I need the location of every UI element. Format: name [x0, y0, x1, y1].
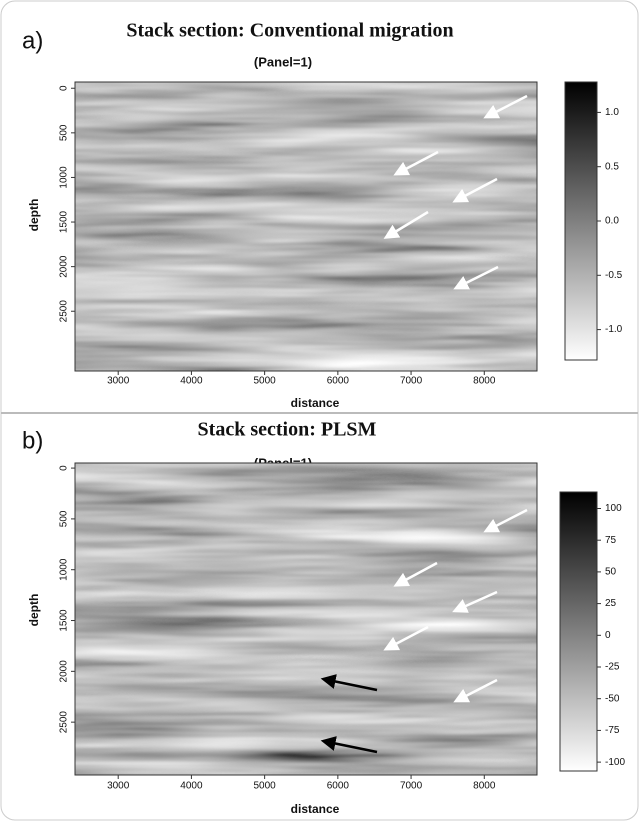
arrow [452, 177, 498, 203]
colorbar-tick-label: 1.0 [605, 107, 619, 118]
x-tick-label: 4000 [180, 376, 203, 387]
colorbar-tick-label: -50 [605, 693, 620, 704]
colorbar-tick-label: 50 [605, 567, 617, 578]
x-tick-label: 3000 [107, 376, 130, 387]
arrow [393, 150, 439, 176]
seismic-image [75, 82, 537, 371]
x-tick-label: 5000 [254, 781, 277, 792]
annotation-arrows [320, 94, 528, 754]
y-tick-label: 1000 [59, 558, 70, 581]
arrow [483, 94, 528, 119]
x-tick-label: 7000 [400, 376, 423, 387]
colorbar-tick-label: 100 [605, 503, 622, 514]
chart-subtitle: (Panel=1) [254, 54, 312, 69]
panel-label: a) [22, 27, 43, 54]
y-tick-label: 1000 [59, 166, 70, 189]
x-tick-label: 6000 [327, 781, 350, 792]
panels: a) Stack section: Conventional migration (… [22, 20, 625, 817]
arrow [383, 625, 429, 651]
colorbar-tick-label: 25 [605, 598, 617, 609]
y-tick-label: 2500 [59, 711, 70, 734]
y-tick-label: 2000 [59, 255, 70, 278]
x-tick-label: 6000 [327, 376, 350, 387]
arrow [393, 561, 438, 587]
panel-label: b) [22, 427, 43, 454]
colorbar-tick-label: -0.5 [605, 270, 623, 281]
chart-title: Stack section: Conventional migration [126, 20, 453, 42]
colorbar-tick-label: -1.0 [605, 324, 623, 335]
arrow [453, 678, 498, 703]
colorbar-tick-label: 0 [605, 630, 611, 641]
colorbar-tick-label: 0.5 [605, 161, 619, 172]
x-tick-label: 4000 [180, 781, 203, 792]
arrow [320, 736, 378, 754]
y-axis-label: depth [27, 594, 41, 627]
y-tick-label: 500 [59, 124, 70, 141]
arrow [452, 590, 498, 613]
plot-border [74, 462, 538, 776]
arrow [320, 674, 378, 692]
colorbar-tick-label: -75 [605, 725, 620, 736]
y-tick-label: 0 [59, 465, 70, 471]
colorbar-tick-label: 0.0 [605, 216, 619, 227]
plot-border [74, 81, 538, 372]
seismic-image [75, 463, 537, 775]
y-tick-label: 500 [59, 510, 70, 527]
chart-title: Stack section: PLSM [198, 419, 377, 441]
x-axis-label: distance [291, 396, 340, 410]
x-axis-label: distance [291, 802, 340, 816]
colorbar [564, 81, 598, 361]
x-tick-label: 7000 [400, 781, 423, 792]
arrow [483, 508, 528, 533]
x-tick-label: 8000 [473, 376, 496, 387]
x-tick-label: 3000 [107, 781, 130, 792]
colorbar-tick-label: -100 [605, 757, 625, 768]
y-axis-label: depth [27, 199, 41, 232]
y-tick-label: 2500 [59, 300, 70, 323]
y-tick-label: 0 [59, 85, 70, 91]
arrow [453, 265, 499, 290]
y-tick-label: 1500 [59, 210, 70, 233]
x-tick-label: 5000 [254, 376, 277, 387]
colorbar [559, 491, 598, 772]
arrow [383, 210, 429, 239]
y-tick-label: 1500 [59, 609, 70, 632]
x-tick-label: 8000 [473, 781, 496, 792]
colorbar-tick-label: -25 [605, 662, 620, 673]
colorbar-tick-label: 75 [605, 535, 617, 546]
y-tick-label: 2000 [59, 660, 70, 683]
